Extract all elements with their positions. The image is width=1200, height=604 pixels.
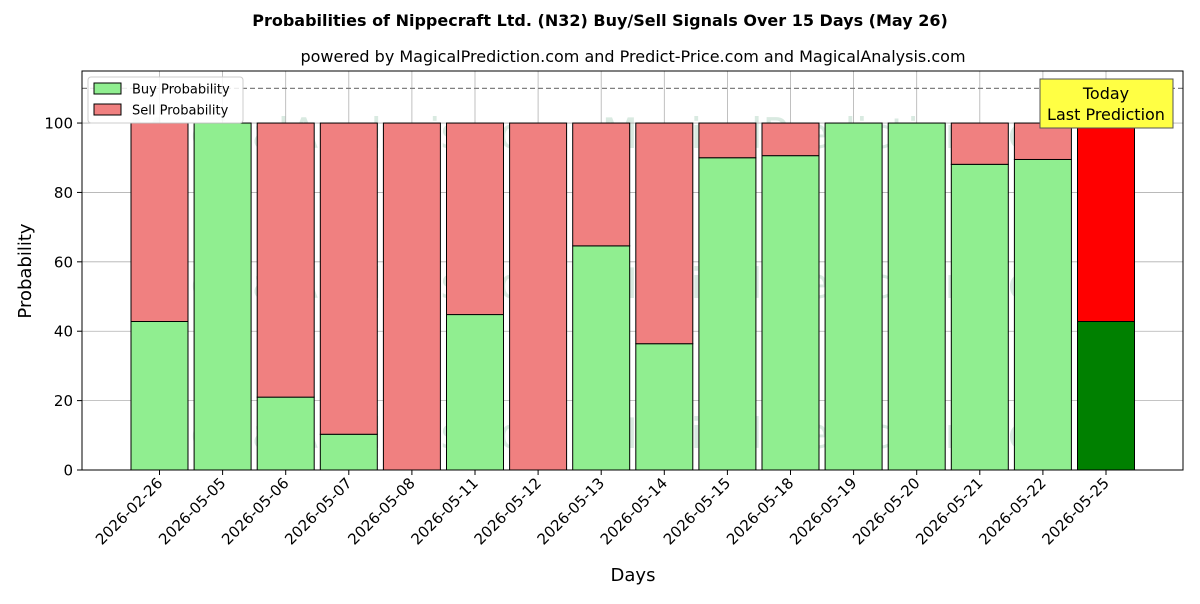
x-tick-label: 2026-05-18 — [723, 474, 797, 548]
sell-bar — [572, 122, 631, 247]
y-tick-label: 40 — [54, 323, 73, 341]
y-axis-label: Probability — [15, 223, 36, 318]
x-tick-label: 2026-05-07 — [281, 474, 355, 548]
buy-bar — [698, 157, 757, 471]
y-tick-label: 0 — [63, 462, 73, 480]
x-tick-label: 2026-05-14 — [597, 474, 671, 548]
x-tick-label: 2026-05-11 — [407, 474, 481, 548]
x-axis-label: Days — [611, 565, 656, 586]
buy-bar — [446, 314, 504, 471]
sell-bar — [698, 122, 757, 159]
buy-bar — [761, 155, 820, 471]
annotation-text: Last Prediction — [1047, 105, 1165, 124]
sell-bar — [130, 122, 189, 323]
y-tick-label: 80 — [54, 184, 73, 202]
x-tick-label: 2026-05-19 — [786, 474, 860, 548]
sell-bar — [382, 122, 441, 471]
x-tick-label: 2026-05-21 — [912, 474, 986, 548]
sell-bar — [1013, 122, 1072, 160]
legend-swatch — [93, 82, 122, 95]
buy-bar — [193, 122, 252, 471]
sell-bar — [509, 122, 568, 471]
x-tick-label: 2026-05-13 — [534, 474, 608, 548]
x-tick-label: 2026-05-20 — [849, 474, 923, 548]
x-tick-label: 2026-05-08 — [344, 474, 418, 548]
sell-bar — [761, 122, 820, 157]
sell-bar — [950, 122, 1009, 165]
x-tick-label: 2026-05-05 — [155, 474, 229, 548]
x-axis: 2026-02-262026-05-052026-05-062026-05-07… — [92, 470, 1113, 548]
bars-layer — [130, 122, 1135, 471]
y-tick-label: 100 — [44, 115, 73, 133]
legend-label: Sell Probability — [132, 104, 229, 119]
buy-bar — [319, 433, 378, 471]
buy-bar — [824, 122, 883, 471]
buy-bar — [130, 321, 189, 471]
legend-label: Buy Probability — [132, 83, 230, 98]
y-tick-label: 20 — [54, 392, 73, 410]
sell-bar — [256, 122, 315, 398]
buy-bar — [1013, 158, 1072, 471]
buy-bar — [635, 343, 694, 471]
plot-frame — [81, 70, 1184, 471]
legend-box — [87, 76, 244, 124]
today-annotation: Today Last Prediction — [1039, 78, 1174, 129]
legend: Buy Probability Sell Probability — [87, 76, 244, 124]
sell-bar — [635, 122, 694, 345]
sell-bar — [446, 122, 504, 316]
x-tick-label: 2026-05-06 — [218, 474, 292, 548]
legend-swatch — [93, 103, 122, 116]
sell-bar — [319, 122, 378, 435]
buy-bar — [950, 163, 1009, 471]
y-axis: 0 20 40 60 80 100 — [44, 115, 82, 480]
x-tick-label: 2026-02-26 — [92, 474, 166, 548]
buy-bar — [887, 122, 946, 471]
x-tick-label: 2026-05-25 — [1038, 474, 1112, 548]
buy-bar — [1077, 321, 1135, 471]
y-tick-label: 60 — [54, 253, 73, 271]
sell-bar — [1077, 122, 1135, 323]
buy-bar — [256, 396, 315, 471]
annotation-text: Today — [1082, 84, 1129, 103]
chart-title: Probabilities of Nippecraft Ltd. (N32) B… — [252, 11, 948, 30]
buy-bar — [572, 245, 631, 471]
chart-subtitle: powered by MagicalPrediction.com and Pre… — [300, 47, 965, 66]
annotation-box — [1039, 78, 1174, 129]
x-tick-label: 2026-05-12 — [471, 474, 545, 548]
x-tick-label: 2026-05-22 — [975, 474, 1049, 548]
x-tick-label: 2026-05-15 — [660, 474, 734, 548]
